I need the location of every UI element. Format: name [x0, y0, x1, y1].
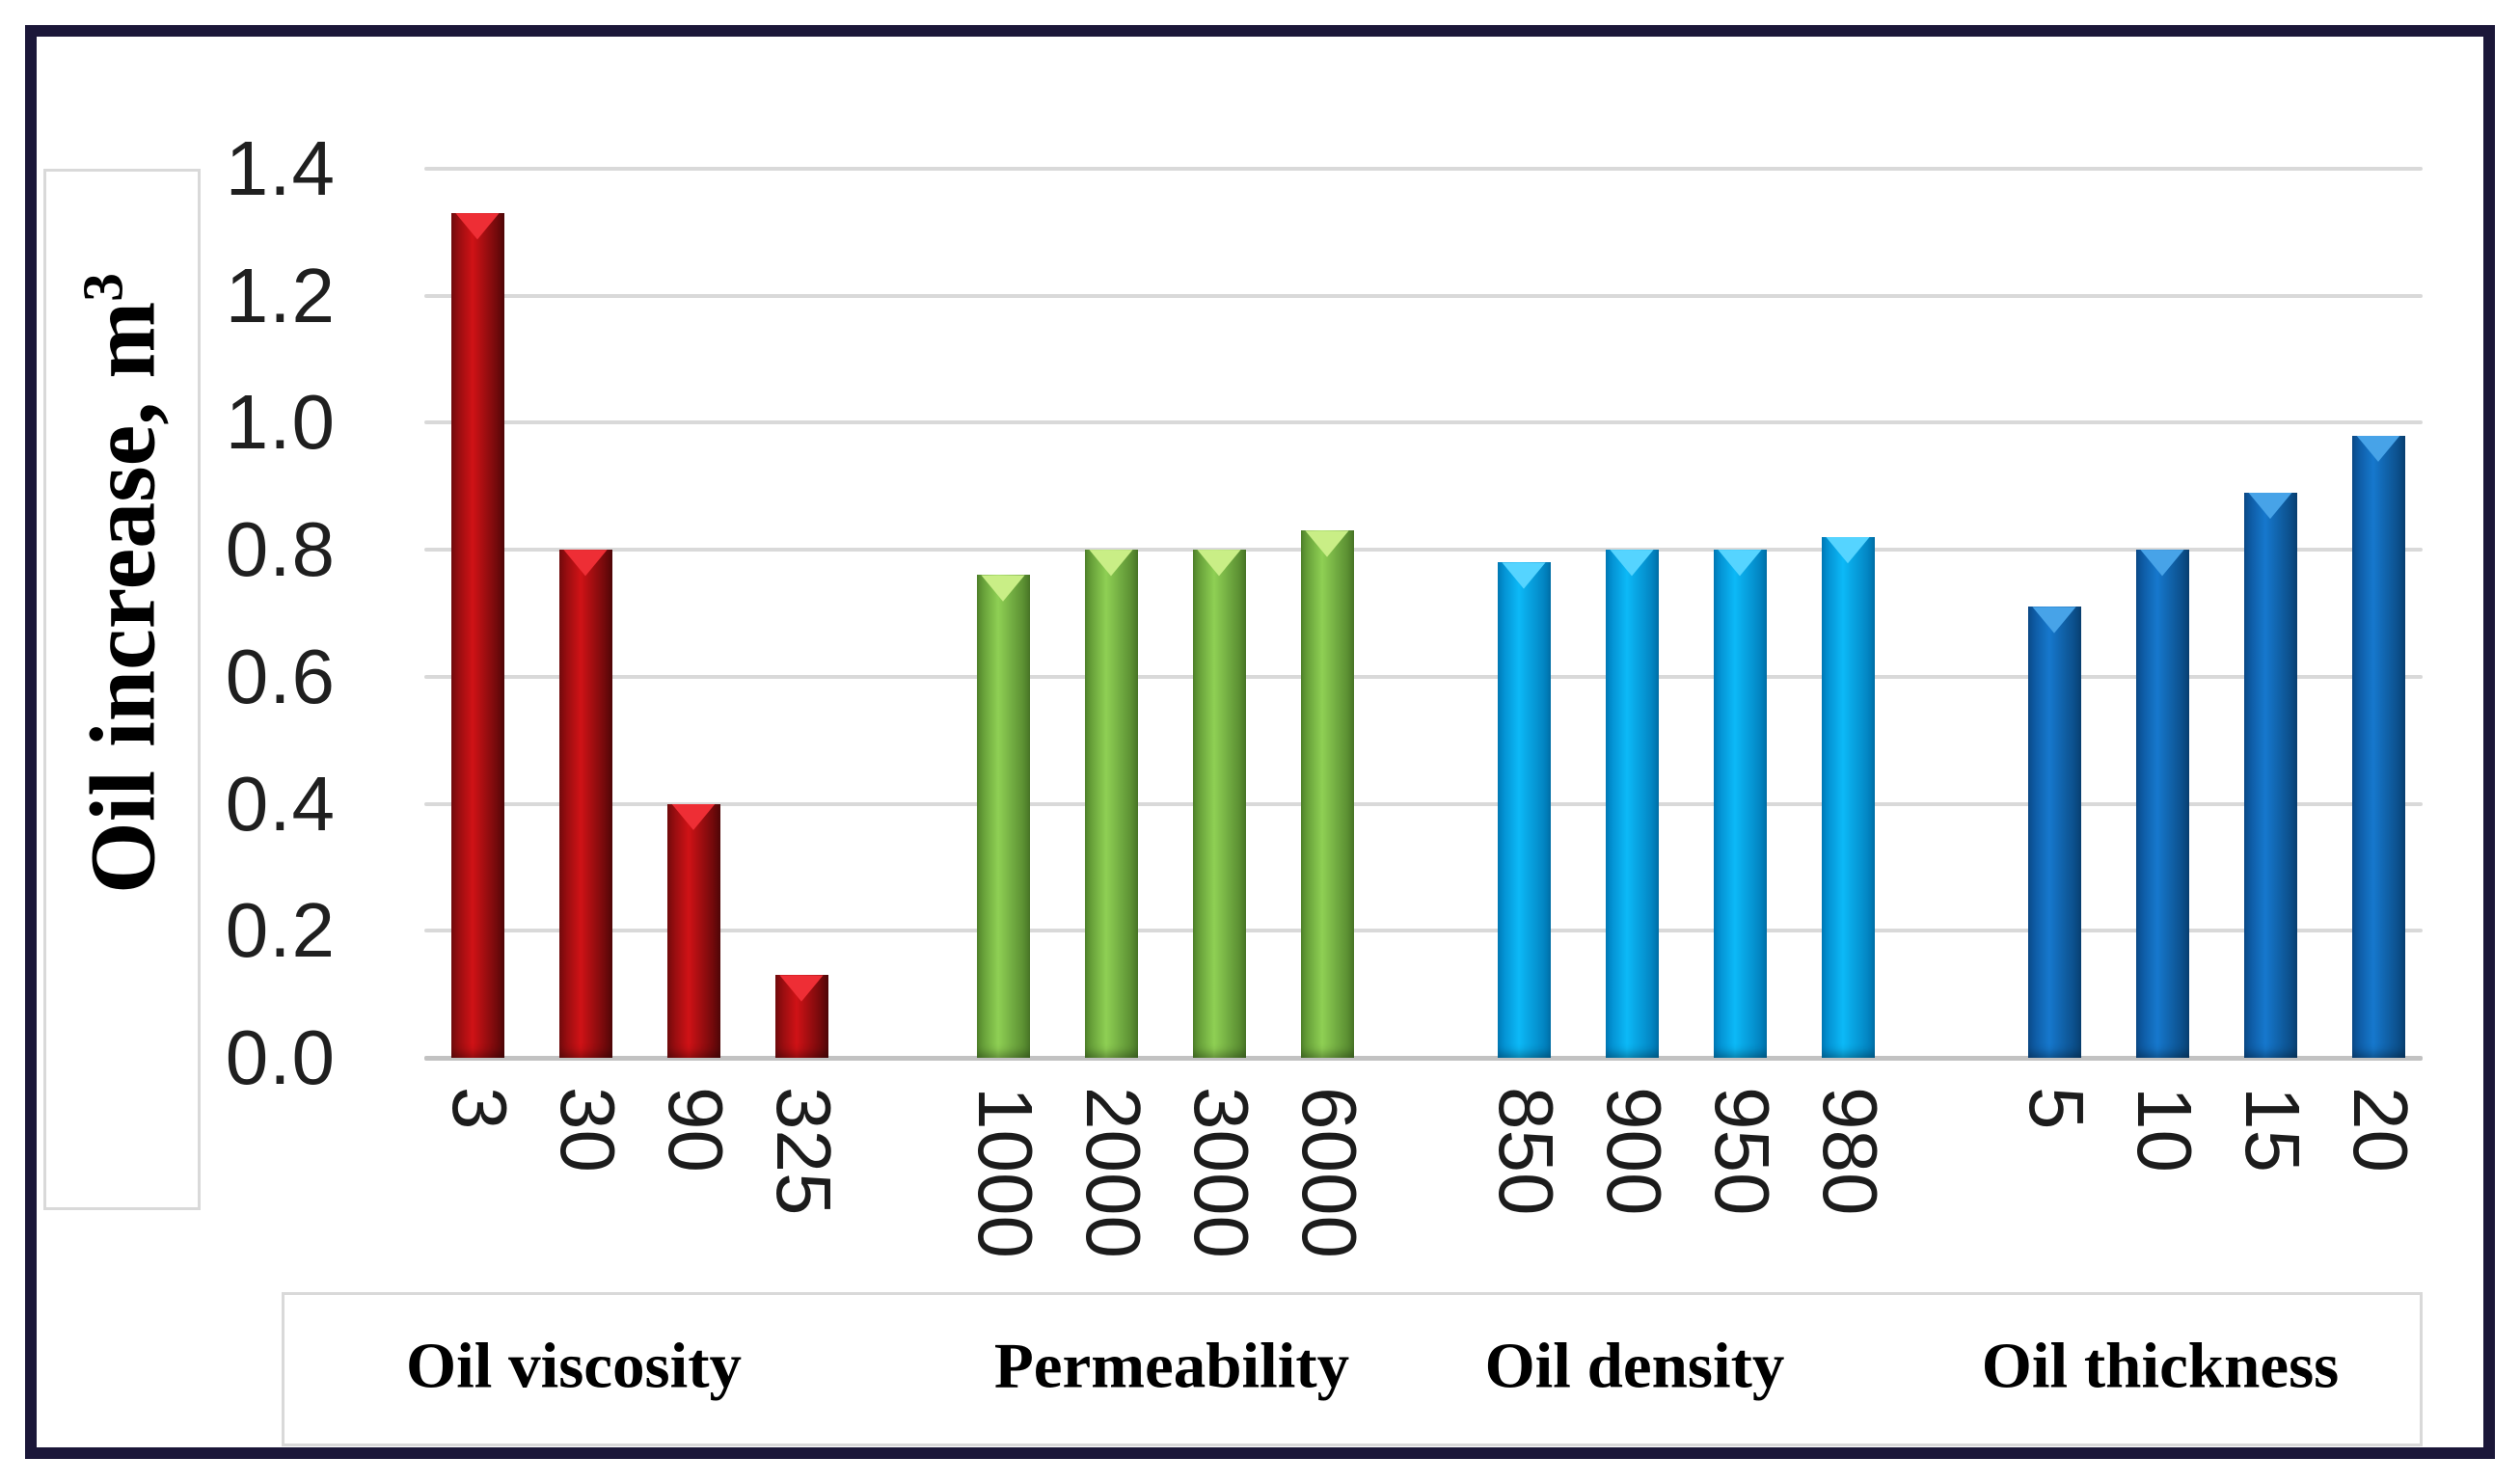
x-tick-label: 3 — [437, 1087, 523, 1130]
bar-top-highlight — [455, 213, 500, 240]
x-tick-label: 3000 — [1179, 1087, 1264, 1258]
gridline — [424, 548, 2423, 553]
bar — [450, 213, 504, 1058]
x-tick-label: 900 — [1591, 1087, 1677, 1216]
x-tick-label: 1000 — [962, 1087, 1048, 1258]
x-tick-label: 20 — [2338, 1087, 2424, 1173]
x-axis-line — [424, 1056, 2423, 1061]
bar-top-highlight — [2248, 492, 2292, 520]
x-tick-label: 980 — [1807, 1087, 1893, 1216]
bar-top-highlight — [2140, 550, 2184, 577]
x-tick-label: 30 — [545, 1087, 631, 1173]
x-tick-label: 6000 — [1287, 1087, 1372, 1258]
gridline — [424, 801, 2423, 806]
bar — [1605, 550, 1659, 1058]
category-label: Oil viscosity — [405, 1330, 743, 1402]
gridline — [424, 167, 2423, 171]
bar-top-highlight — [1089, 550, 1133, 577]
bar-top-highlight — [1718, 550, 1762, 577]
category-label: Oil thickness — [1981, 1330, 2340, 1402]
x-tick-label: 5 — [2014, 1087, 2100, 1130]
bar-top-highlight — [563, 550, 608, 577]
bar-top-highlight — [1305, 530, 1349, 557]
x-tick-label: 2000 — [1070, 1087, 1156, 1258]
category-label: Permeability — [993, 1330, 1350, 1402]
bar-top-highlight — [1826, 536, 1870, 564]
category-box — [282, 1292, 2423, 1446]
y-tick-label: 0.8 — [225, 506, 336, 593]
gridline — [424, 293, 2423, 298]
bar — [1300, 530, 1354, 1058]
bar — [1084, 550, 1138, 1058]
bar — [2135, 550, 2189, 1058]
bar — [1497, 562, 1551, 1058]
bar-top-highlight — [1197, 550, 1241, 577]
bar — [666, 803, 720, 1058]
bar-top-highlight — [981, 575, 1025, 602]
bar-top-highlight — [671, 803, 716, 830]
category-label: Oil density — [1484, 1330, 1785, 1402]
bar — [2027, 607, 2081, 1058]
y-tick-label: 0.0 — [225, 1014, 336, 1100]
gridline — [424, 420, 2423, 425]
x-tick-label: 325 — [761, 1087, 847, 1216]
y-tick-label: 1.0 — [225, 379, 336, 466]
bar — [774, 975, 828, 1058]
bar-top-highlight — [2032, 607, 2076, 634]
bar — [558, 550, 612, 1058]
x-tick-label: 950 — [1699, 1087, 1785, 1216]
x-tick-label: 15 — [2230, 1087, 2316, 1173]
gridline — [424, 929, 2423, 933]
bar — [1713, 550, 1767, 1058]
y-tick-label: 1.2 — [225, 252, 336, 338]
bar — [2243, 492, 2297, 1058]
bar — [1192, 550, 1246, 1058]
y-tick-label: 0.6 — [225, 633, 336, 719]
bar-top-highlight — [1502, 562, 1546, 589]
bar — [2351, 435, 2405, 1058]
bar-top-highlight — [1610, 550, 1654, 577]
y-tick-label: 1.4 — [225, 125, 336, 211]
bar-top-highlight — [779, 975, 824, 1002]
gridline — [424, 674, 2423, 679]
x-tick-label: 850 — [1483, 1087, 1569, 1216]
bar — [976, 575, 1030, 1058]
bar — [1821, 536, 1875, 1058]
y-tick-label: 0.2 — [225, 887, 336, 974]
y-tick-label: 0.4 — [225, 760, 336, 847]
bar-top-highlight — [2356, 435, 2400, 462]
figure-border — [25, 25, 2495, 1459]
y-axis-title-box — [43, 169, 201, 1210]
x-tick-label: 90 — [653, 1087, 739, 1173]
x-tick-label: 10 — [2122, 1087, 2208, 1173]
